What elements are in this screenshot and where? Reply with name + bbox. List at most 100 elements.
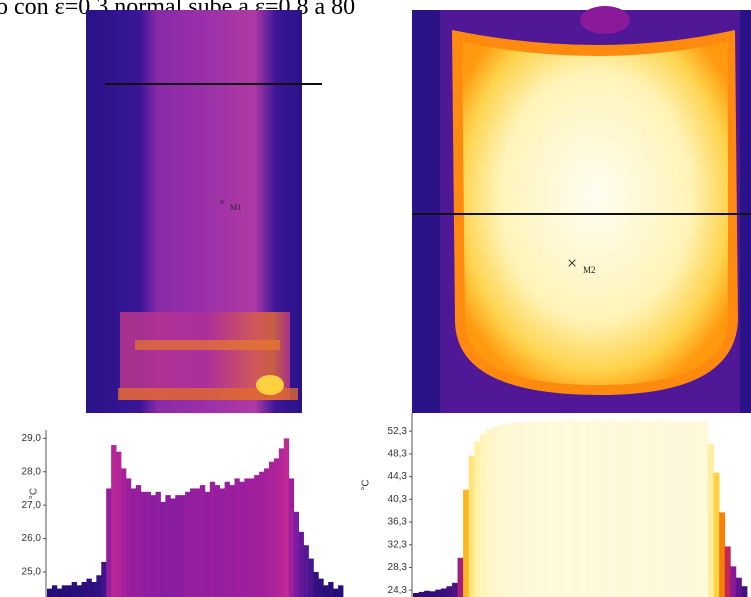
- y-tick-label: 28,0: [22, 466, 42, 477]
- bar: [308, 558, 314, 597]
- y-tick-label: 48,3: [388, 449, 408, 460]
- bar: [568, 419, 575, 597]
- y-tick-label: 36,3: [388, 517, 408, 528]
- bar: [541, 421, 547, 597]
- y-tick-label: 44,3: [388, 471, 408, 482]
- bar: [713, 472, 720, 597]
- bar: [413, 593, 419, 597]
- bar: [730, 566, 737, 597]
- bar: [635, 420, 642, 597]
- bar: [457, 557, 464, 597]
- bar: [463, 489, 470, 597]
- bar: [145, 491, 151, 597]
- bar: [56, 588, 63, 597]
- bar: [61, 585, 68, 597]
- thermal-image-right: × M2: [412, 6, 751, 413]
- y-tick-label: 28,3: [388, 562, 408, 573]
- bar: [160, 501, 166, 597]
- bar: [224, 481, 230, 597]
- bar: [130, 488, 137, 597]
- bar: [613, 420, 620, 597]
- bar: [278, 448, 285, 597]
- bar: [338, 585, 344, 597]
- bar: [624, 420, 631, 597]
- bar: [259, 471, 265, 597]
- bar: [496, 425, 503, 597]
- bar: [490, 427, 497, 597]
- bar: [298, 531, 304, 597]
- bar: [524, 421, 531, 597]
- y-tick-label: 26,0: [22, 533, 42, 544]
- bar: [418, 591, 425, 597]
- bar: [288, 478, 295, 597]
- bar: [674, 421, 681, 597]
- bar: [209, 481, 216, 597]
- bar: [618, 421, 625, 597]
- bar: [479, 434, 486, 597]
- bar: [66, 585, 73, 597]
- marker-cross: ×: [219, 197, 225, 209]
- bar: [175, 495, 181, 597]
- bar: [155, 491, 161, 597]
- bar: [170, 498, 176, 597]
- bar: [741, 586, 748, 597]
- bar: [318, 578, 324, 597]
- bar: [106, 488, 112, 597]
- bar: [264, 468, 270, 597]
- bar: [111, 445, 117, 597]
- bar: [507, 423, 514, 597]
- bar: [283, 438, 290, 597]
- bar: [502, 424, 509, 597]
- bar: [293, 511, 299, 597]
- bar: [185, 491, 191, 597]
- bar: [249, 478, 255, 597]
- bar: [165, 495, 171, 597]
- bar: [96, 575, 102, 597]
- bar: [234, 478, 240, 597]
- bar: [239, 481, 245, 597]
- bar: [313, 571, 319, 597]
- bar: [429, 591, 436, 597]
- bar: [724, 546, 731, 597]
- bar: [669, 420, 676, 597]
- bar: [585, 421, 592, 597]
- thermal-image-left: × M1: [86, 10, 322, 413]
- y-axis-label: °C: [29, 488, 40, 499]
- bar: [596, 420, 603, 597]
- bar: [303, 545, 309, 597]
- bar: [574, 420, 581, 597]
- bar: [513, 422, 520, 597]
- bar: [199, 485, 206, 597]
- bar: [51, 585, 58, 597]
- bar: [557, 421, 564, 597]
- bar: [680, 420, 687, 597]
- bar: [214, 485, 221, 597]
- bar: [580, 420, 586, 597]
- bar: [735, 577, 742, 597]
- bar: [446, 586, 453, 597]
- bar: [546, 420, 553, 597]
- bar: [101, 561, 107, 597]
- y-tick-label: 32,3: [388, 539, 408, 550]
- bar: [552, 420, 559, 597]
- bar: [641, 420, 648, 597]
- y-axis-label: °C: [361, 479, 372, 490]
- y-tick-label: 27,0: [22, 500, 42, 511]
- bar: [696, 420, 703, 597]
- bar: [691, 421, 698, 597]
- bar: [81, 581, 87, 597]
- bar: [702, 421, 709, 597]
- bar: [657, 419, 664, 597]
- bar: [76, 585, 82, 597]
- bar: [440, 588, 447, 597]
- y-tick-label: 25,0: [22, 567, 42, 578]
- bar: [195, 488, 201, 597]
- bar: [121, 468, 127, 597]
- marker-cross: ×: [567, 253, 577, 273]
- y-tick-label: 40,3: [388, 494, 408, 505]
- bar: [646, 421, 653, 597]
- bar: [323, 585, 329, 597]
- bar: [86, 578, 92, 597]
- marker-label: M2: [583, 265, 596, 275]
- bar: [474, 441, 481, 597]
